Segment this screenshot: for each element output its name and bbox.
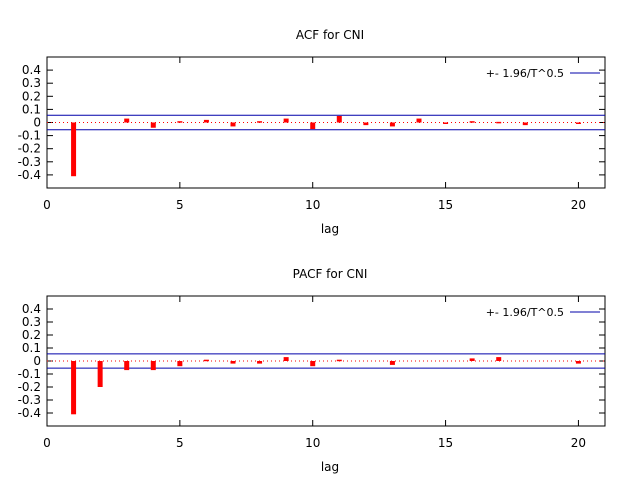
acf-xtick-label: 5	[176, 198, 184, 212]
acf-xtick-label: 0	[43, 198, 51, 212]
acf-bar-lag-1	[71, 122, 77, 177]
pacf-bar-lag-2	[97, 361, 103, 387]
acf-bar-lag-11	[336, 115, 342, 123]
acf-ytick-label: -0.2	[18, 142, 41, 156]
pacf-bar-lag-3	[124, 361, 130, 371]
pacf-bar-lag-8	[257, 361, 263, 364]
pacf-bar-lag-6	[203, 359, 209, 362]
acf-bar-lag-3	[124, 118, 130, 123]
acf-ytick-label: 0	[33, 116, 41, 130]
pacf-bar-lag-11	[336, 359, 342, 362]
acf-bar-lag-5	[177, 121, 183, 123]
pacf-xtick-label: 0	[43, 436, 51, 450]
acf-bar-lag-18	[522, 122, 528, 126]
acf-xtick-label: 15	[438, 198, 453, 212]
acf-ytick-label: 0.4	[22, 63, 41, 77]
pacf-ytick-label: 0	[33, 354, 41, 368]
pacf-bar-lag-7	[230, 361, 236, 364]
pacf-xtick-label: 15	[438, 436, 453, 450]
acf-xlabel: lag	[321, 222, 339, 236]
acf-bar-lag-14	[416, 118, 422, 123]
pacf-ytick-label: -0.4	[18, 406, 41, 420]
acf-bar-lag-20	[575, 122, 581, 124]
pacf-ytick-label: -0.2	[18, 380, 41, 394]
pacf-bar-lag-16	[469, 358, 475, 361]
pacf-bar-lag-5	[177, 361, 183, 367]
pacf-bar-lag-10	[310, 361, 316, 367]
acf-bar-lag-17	[496, 121, 502, 124]
acf-bar-lag-6	[203, 119, 209, 123]
pacf-ytick-label: 0.2	[22, 328, 41, 342]
acf-title: ACF for CNI	[296, 28, 364, 42]
acf-bar-lag-16	[469, 121, 475, 123]
acf-xtick-label: 20	[571, 198, 586, 212]
acf-bar-lag-8	[257, 121, 263, 123]
pacf-bar-lag-20	[575, 361, 581, 364]
acf-bar-lag-12	[363, 122, 369, 126]
acf-bar-lag-4	[150, 122, 156, 128]
acf-bar-lag-15	[443, 122, 449, 124]
pacf-xlabel: lag	[321, 460, 339, 474]
pacf-legend-label: +- 1.96/T^0.5	[486, 306, 564, 319]
pacf-xtick-label: 5	[176, 436, 184, 450]
pacf-ytick-label: -0.3	[18, 393, 41, 407]
pacf-ytick-label: -0.1	[18, 367, 41, 381]
pacf-bar-lag-9	[283, 357, 289, 361]
pacf-xtick-label: 20	[571, 436, 586, 450]
pacf-ytick-label: 0.4	[22, 302, 41, 316]
pacf-bar-lag-13	[389, 361, 395, 365]
acf-ytick-label: 0.2	[22, 89, 41, 103]
pacf-panel: PACF for CNI lag +- 1.96/T^0.5 -0.4-0.3-…	[18, 267, 606, 474]
pacf-ytick-label: 0.1	[22, 341, 41, 355]
acf-ytick-label: 0.1	[22, 102, 41, 116]
acf-ytick-label: 0.3	[22, 76, 41, 90]
acf-ytick-label: -0.3	[18, 155, 41, 169]
acf-panel: ACF for CNI lag +- 1.96/T^0.5 -0.4-0.3-0…	[18, 28, 606, 236]
pacf-xtick-label: 10	[305, 436, 320, 450]
acf-legend-label: +- 1.96/T^0.5	[486, 67, 564, 80]
pacf-ytick-label: 0.3	[22, 315, 41, 329]
pacf-bar-lag-1	[71, 361, 77, 415]
acf-ytick-label: -0.1	[18, 129, 41, 143]
pacf-title: PACF for CNI	[293, 267, 368, 281]
acf-bar-lag-9	[283, 118, 289, 123]
acf-bar-lag-7	[230, 122, 236, 127]
pacf-bar-lag-17	[496, 357, 502, 361]
acf-bar-lag-13	[389, 122, 395, 127]
acf-ytick-label: -0.4	[18, 168, 41, 182]
acf-xtick-label: 10	[305, 198, 320, 212]
pacf-bar-lag-4	[150, 361, 156, 371]
acf-bar-lag-10	[310, 122, 316, 130]
